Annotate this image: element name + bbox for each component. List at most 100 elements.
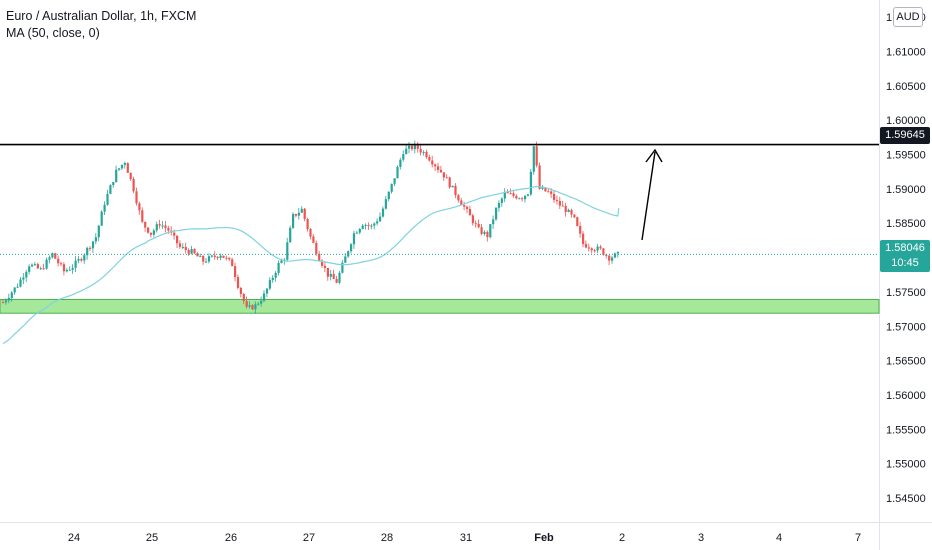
candle-body[interactable] (25, 271, 28, 278)
candle-body[interactable] (518, 198, 521, 200)
candle-body[interactable] (387, 191, 390, 200)
candle-body[interactable] (355, 232, 358, 234)
candle-body[interactable] (529, 171, 532, 195)
candle-body[interactable] (62, 264, 66, 272)
candle-body[interactable] (515, 195, 518, 199)
candle-body[interactable] (544, 187, 547, 192)
candle-body[interactable] (10, 292, 13, 298)
candle-body[interactable] (216, 256, 219, 258)
candle-body[interactable] (176, 235, 179, 244)
candle-body[interactable] (138, 203, 141, 211)
candle-body[interactable] (210, 255, 213, 257)
candle-body[interactable] (120, 164, 124, 169)
candle-body[interactable] (39, 268, 42, 270)
candle-body[interactable] (155, 224, 158, 231)
candle-body[interactable] (497, 202, 501, 208)
candle-body[interactable] (167, 228, 170, 231)
candle-body[interactable] (541, 187, 544, 189)
candle-body[interactable] (550, 191, 553, 194)
candle-body[interactable] (335, 278, 338, 283)
candle-body[interactable] (45, 259, 48, 269)
candle-body[interactable] (236, 277, 240, 288)
candle-body[interactable] (512, 193, 515, 196)
candle-body[interactable] (448, 177, 451, 188)
candle-body[interactable] (596, 246, 599, 251)
candle-body[interactable] (86, 247, 89, 256)
candle-body[interactable] (553, 193, 556, 201)
moving-average-line[interactable] (2, 185, 620, 345)
candle-body[interactable] (184, 246, 187, 251)
candle-body[interactable] (254, 304, 257, 310)
candle-body[interactable] (251, 305, 254, 310)
candle-body[interactable] (584, 244, 588, 248)
candle-body[interactable] (573, 214, 576, 218)
candle-body[interactable] (280, 260, 283, 263)
candle-body[interactable] (379, 216, 382, 222)
candle-body[interactable] (468, 208, 472, 216)
candle-body[interactable] (593, 250, 596, 252)
candle-body[interactable] (57, 258, 60, 264)
candle-body[interactable] (271, 277, 274, 281)
candle-body[interactable] (286, 242, 289, 260)
candle-body[interactable] (445, 177, 448, 179)
candle-body[interactable] (413, 143, 416, 150)
candle-body[interactable] (68, 269, 71, 271)
candle-body[interactable] (22, 277, 25, 280)
candle-body[interactable] (303, 208, 306, 219)
candle-body[interactable] (503, 192, 506, 199)
candle-body[interactable] (521, 198, 524, 200)
candle-body[interactable] (118, 168, 121, 170)
candle-body[interactable] (410, 145, 414, 150)
candle-body[interactable] (321, 260, 324, 266)
candle-body[interactable] (112, 182, 115, 186)
candle-body[interactable] (219, 255, 222, 258)
candle-body[interactable] (60, 263, 63, 265)
candle-body[interactable] (338, 272, 341, 283)
candle-body[interactable] (402, 154, 405, 160)
candle-body[interactable] (147, 227, 150, 233)
candle-body[interactable] (332, 273, 335, 279)
candle-body[interactable] (451, 185, 454, 188)
candle-body[interactable] (506, 192, 509, 194)
candle-body[interactable] (483, 231, 486, 234)
candle-body[interactable] (109, 185, 112, 194)
candle-body[interactable] (242, 294, 245, 302)
candle-body[interactable] (144, 221, 147, 228)
candle-body[interactable] (196, 253, 199, 257)
candle-body[interactable] (190, 249, 193, 254)
candle-body[interactable] (222, 255, 225, 258)
candle-body[interactable] (463, 205, 466, 207)
candle-body[interactable] (80, 259, 83, 261)
candle-body[interactable] (268, 280, 271, 289)
candle-body[interactable] (579, 225, 582, 234)
candle-body[interactable] (370, 225, 373, 227)
candle-body[interactable] (65, 270, 68, 272)
candle-body[interactable] (263, 293, 266, 301)
symbol-title[interactable]: Euro / Australian Dollar, 1h, FXCM (6, 9, 197, 23)
candle-body[interactable] (13, 287, 16, 293)
candle-body[interactable] (31, 264, 34, 267)
candle-body[interactable] (123, 163, 126, 165)
candle-body[interactable] (474, 223, 477, 225)
candle-body[interactable] (178, 243, 182, 247)
candle-body[interactable] (364, 224, 367, 226)
candle-body[interactable] (248, 305, 251, 307)
candle-body[interactable] (36, 264, 39, 269)
candle-body[interactable] (384, 199, 387, 209)
candle-body[interactable] (274, 272, 277, 278)
candle-body[interactable] (608, 255, 611, 261)
candle-body[interactable] (312, 236, 315, 243)
candle-body[interactable] (509, 193, 512, 195)
candle-body[interactable] (19, 279, 22, 287)
indicator-label[interactable]: MA (50, close, 0) (6, 26, 100, 40)
candle-body[interactable] (16, 286, 19, 288)
candle-body[interactable] (213, 255, 216, 257)
candle-body[interactable] (535, 146, 538, 166)
candle-body[interactable] (567, 209, 570, 212)
candle-body[interactable] (115, 169, 118, 183)
candle-body[interactable] (442, 172, 445, 178)
candle-body[interactable] (613, 253, 617, 258)
candle-body[interactable] (33, 264, 37, 266)
candle-body[interactable] (492, 219, 495, 225)
